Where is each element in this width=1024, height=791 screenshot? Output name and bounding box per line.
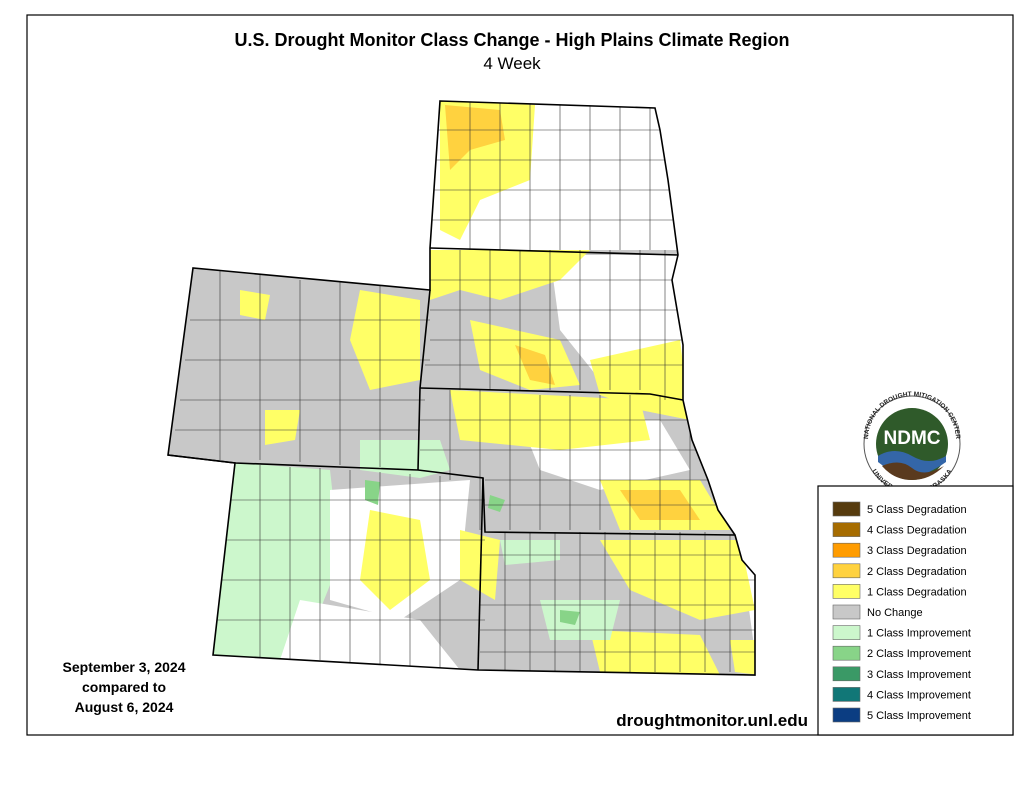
map-patch — [350, 290, 420, 390]
legend-label: 4 Class Degradation — [867, 525, 967, 537]
legend-label: No Change — [867, 607, 923, 619]
map-patch — [365, 480, 380, 505]
legend-swatch — [832, 666, 861, 682]
title: U.S. Drought Monitor Class Change - High… — [234, 30, 789, 50]
map-patch — [240, 290, 270, 320]
date-line: September 3, 2024 — [63, 659, 186, 675]
legend-swatch — [832, 563, 861, 579]
ndmc-logo: NDMC NATIONAL DROUGHT MITIGATION CENTER … — [863, 391, 961, 496]
map-patch — [265, 410, 300, 445]
map-patch — [488, 495, 505, 512]
legend-swatch — [832, 625, 861, 640]
subtitle: 4 Week — [483, 54, 541, 73]
legend-label: 3 Class Degradation — [867, 545, 967, 557]
legend-label: 2 Class Degradation — [867, 566, 967, 578]
legend: 5 Class Degradation 4 Class Degradation 3 … — [832, 501, 971, 723]
legend-swatch — [832, 522, 861, 537]
state-borders — [167, 100, 756, 676]
legend-label: 5 Class Degradation — [867, 504, 967, 516]
legend-swatch — [832, 584, 861, 599]
legend-swatch — [832, 501, 861, 517]
county-lines — [175, 101, 755, 672]
legend-swatch — [832, 687, 861, 702]
map-patch — [445, 105, 505, 170]
date-line: August 6, 2024 — [75, 699, 174, 715]
map-patch — [730, 640, 755, 675]
date-line: compared to — [82, 679, 166, 695]
legend-swatch — [832, 707, 861, 723]
legend-label: 5 Class Improvement — [867, 710, 971, 722]
legend-label: 4 Class Improvement — [867, 689, 971, 701]
legend-label: 1 Class Degradation — [867, 586, 967, 598]
legend-label: 2 Class Improvement — [867, 648, 971, 660]
date-note: September 3, 2024 compared to August 6, … — [63, 659, 186, 715]
legend-label: 1 Class Improvement — [867, 628, 971, 640]
legend-swatch — [832, 604, 861, 620]
map-patch — [280, 600, 460, 670]
logo-text: NDMC — [884, 428, 941, 449]
legend-swatch — [832, 542, 861, 558]
map-patch — [560, 610, 580, 625]
legend-label: 3 Class Improvement — [867, 669, 971, 681]
source-url: droughtmonitor.unl.edu — [616, 711, 808, 730]
map-patch — [360, 510, 430, 610]
map-patch — [520, 101, 700, 250]
legend-swatch — [832, 645, 861, 661]
